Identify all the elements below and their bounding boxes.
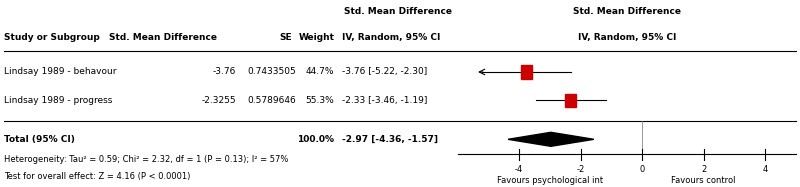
Point [576, 159, 586, 161]
Text: -3.76: -3.76 [213, 68, 236, 76]
Text: 44.7%: 44.7% [306, 68, 334, 76]
Text: IV, Random, 95% CI: IV, Random, 95% CI [578, 33, 676, 42]
Text: -2: -2 [577, 165, 585, 174]
Bar [566, 94, 576, 107]
Text: 0.7433505: 0.7433505 [247, 68, 296, 76]
Text: -3.76 [-5.22, -2.30]: -3.76 [-5.22, -2.30] [342, 68, 428, 76]
Text: 2: 2 [701, 165, 706, 174]
Text: 100.0%: 100.0% [298, 135, 334, 144]
Point [477, 71, 486, 73]
Text: -2.3255: -2.3255 [202, 96, 236, 105]
Text: -2.97 [-4.36, -1.57]: -2.97 [-4.36, -1.57] [342, 135, 438, 144]
Point [699, 148, 709, 150]
Point [514, 159, 524, 161]
Text: Favours psychological int: Favours psychological int [497, 176, 603, 185]
Text: 0: 0 [639, 165, 645, 174]
Polygon shape [508, 132, 594, 146]
Text: IV, Random, 95% CI: IV, Random, 95% CI [342, 33, 441, 42]
Point [761, 148, 770, 150]
Point [514, 148, 524, 150]
Point [638, 119, 647, 122]
Point [699, 159, 709, 161]
Text: Study or Subgroup: Study or Subgroup [4, 33, 100, 42]
Text: SE: SE [279, 33, 292, 42]
Point [638, 153, 647, 155]
Point [638, 148, 647, 150]
Text: Favours control: Favours control [671, 176, 736, 185]
Text: -4: -4 [515, 165, 523, 174]
Bar [522, 65, 532, 79]
Point [601, 99, 610, 101]
Text: -2.33 [-3.46, -1.19]: -2.33 [-3.46, -1.19] [342, 96, 428, 105]
Point [566, 71, 576, 73]
Text: Weight: Weight [298, 33, 334, 42]
Text: 55.3%: 55.3% [306, 96, 334, 105]
Text: Test for overall effect: Z = 4.16 (P < 0.0001): Test for overall effect: Z = 4.16 (P < 0… [4, 172, 190, 181]
Point [761, 159, 770, 161]
Point [531, 99, 541, 101]
Text: Heterogeneity: Tau² = 0.59; Chi² = 2.32, df = 1 (P = 0.13); I² = 57%: Heterogeneity: Tau² = 0.59; Chi² = 2.32,… [4, 155, 288, 164]
Text: Lindsay 1989 - progress: Lindsay 1989 - progress [4, 96, 112, 105]
Text: 4: 4 [762, 165, 768, 174]
Point [453, 153, 462, 155]
Text: Std. Mean Difference: Std. Mean Difference [110, 33, 218, 42]
Point [791, 153, 800, 155]
Text: Std. Mean Difference: Std. Mean Difference [344, 7, 452, 16]
Text: Lindsay 1989 - behavour: Lindsay 1989 - behavour [4, 68, 117, 76]
Text: Total (95% CI): Total (95% CI) [4, 135, 75, 144]
Point [638, 159, 647, 161]
Text: Std. Mean Difference: Std. Mean Difference [573, 7, 681, 16]
Point [576, 148, 586, 150]
Text: 0.5789646: 0.5789646 [247, 96, 296, 105]
